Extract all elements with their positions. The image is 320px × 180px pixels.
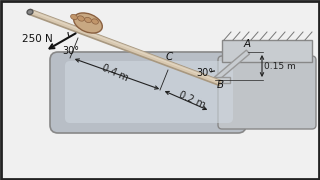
Text: 0.15 m: 0.15 m bbox=[264, 62, 296, 71]
FancyBboxPatch shape bbox=[50, 52, 246, 133]
Text: 0.4 m: 0.4 m bbox=[100, 62, 130, 83]
Polygon shape bbox=[30, 10, 221, 83]
Bar bbox=[222, 40, 312, 62]
Ellipse shape bbox=[92, 19, 98, 24]
Text: A: A bbox=[244, 39, 251, 49]
Text: 30°: 30° bbox=[62, 46, 79, 56]
Ellipse shape bbox=[27, 9, 33, 15]
Polygon shape bbox=[213, 50, 250, 82]
Ellipse shape bbox=[71, 14, 77, 20]
Ellipse shape bbox=[78, 16, 84, 21]
Text: 0.2 m: 0.2 m bbox=[177, 89, 207, 110]
Ellipse shape bbox=[84, 17, 92, 23]
Text: B: B bbox=[217, 80, 224, 90]
FancyBboxPatch shape bbox=[65, 61, 233, 123]
Ellipse shape bbox=[74, 13, 102, 33]
Text: C: C bbox=[166, 52, 173, 62]
Text: 30°: 30° bbox=[196, 68, 213, 78]
Polygon shape bbox=[29, 10, 221, 85]
FancyBboxPatch shape bbox=[218, 56, 316, 129]
Polygon shape bbox=[215, 77, 230, 83]
Text: 250 N: 250 N bbox=[22, 34, 53, 44]
